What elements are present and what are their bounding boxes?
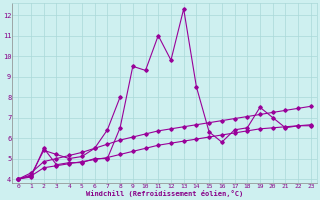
X-axis label: Windchill (Refroidissement éolien,°C): Windchill (Refroidissement éolien,°C) (86, 190, 243, 197)
